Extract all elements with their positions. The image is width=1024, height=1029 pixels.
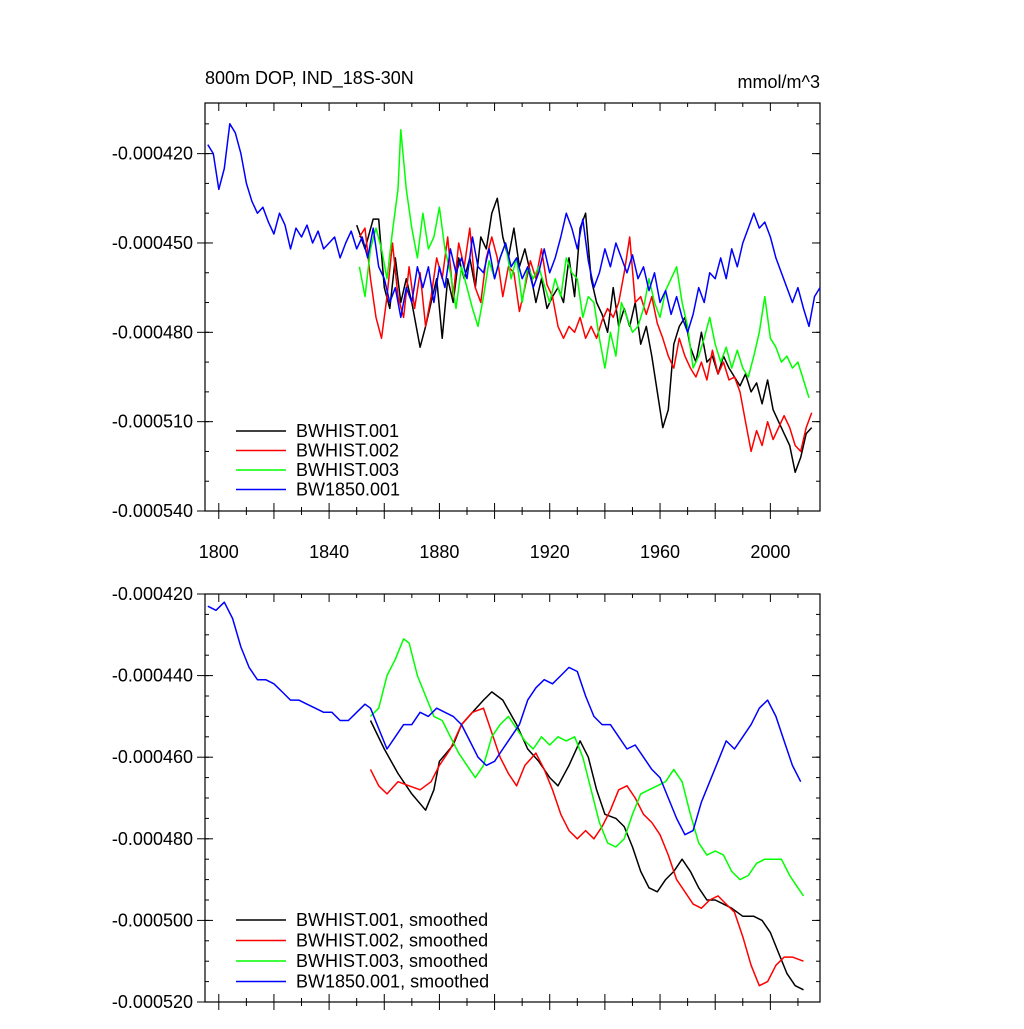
y-tick-label: -0.000460 <box>112 747 193 767</box>
legend-entry: BW1850.001 <box>296 480 400 500</box>
top-panel: 800m DOP, IND_18S-30N mmol/m^3 1800 1840 1… <box>112 68 821 562</box>
legend-entry: BWHIST.001, smoothed <box>296 910 488 930</box>
y-tick-label: -0.000420 <box>112 584 193 604</box>
series-line-bwhist-003 <box>358 129 810 399</box>
legend-entry: BWHIST.002 <box>296 441 399 461</box>
x-tick-label: 1960 <box>640 542 680 562</box>
series-line-bw1850-001 <box>207 123 821 334</box>
units-label: mmol/m^3 <box>738 72 820 92</box>
legend-entry: BWHIST.002, smoothed <box>296 931 488 951</box>
y-tick-label: -0.000480 <box>112 829 193 849</box>
y-tick-label: -0.000440 <box>112 666 193 686</box>
plot-frame <box>204 102 821 512</box>
series-line-bwhist-002-smoothed <box>369 707 804 987</box>
series-line-bw1850-001-smoothed <box>207 601 802 836</box>
y-tick-label: -0.000420 <box>112 144 193 164</box>
y-tick-label: -0.000500 <box>112 910 193 930</box>
legend-entry: BWHIST.003 <box>296 460 399 480</box>
y-tick-label: -0.000510 <box>112 412 193 432</box>
legend-entry: BWHIST.003, smoothed <box>296 951 488 971</box>
y-tick-label: -0.000520 <box>112 992 193 1012</box>
y-tick-label: -0.000480 <box>112 322 193 342</box>
x-tick-label: 1800 <box>199 542 239 562</box>
series-line-bwhist-001 <box>355 197 813 474</box>
x-tick-label: 1880 <box>419 542 459 562</box>
x-tick-label: 1920 <box>530 542 570 562</box>
legend-entry: BW1850.001, smoothed <box>296 972 489 992</box>
bottom-panel: -0.000420 -0.000440 -0.000460 -0.000480 -0.0… <box>112 584 821 1012</box>
y-tick-label: -0.000540 <box>112 501 193 521</box>
chart-title: 800m DOP, IND_18S-30N <box>205 68 414 89</box>
x-tick-label: 1840 <box>309 542 349 562</box>
series-line-bwhist-002 <box>358 227 813 453</box>
y-tick-label: -0.000450 <box>112 233 193 253</box>
legend-entry: BWHIST.001 <box>296 421 399 441</box>
series-line-bwhist-003-smoothed <box>369 638 805 897</box>
x-tick-label: 2000 <box>750 542 790 562</box>
